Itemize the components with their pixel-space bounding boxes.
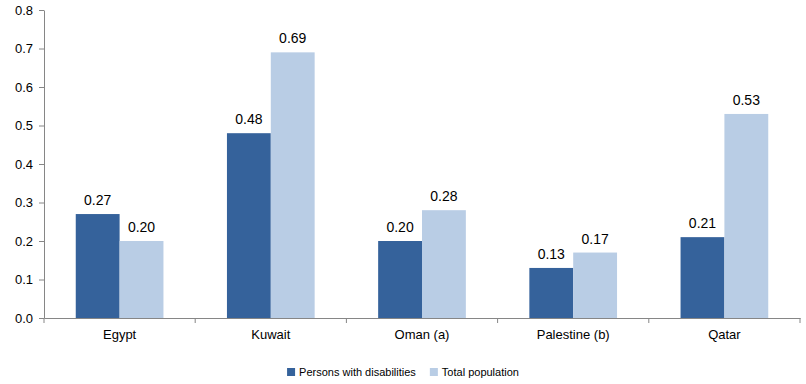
data-label: 0.48	[235, 111, 262, 127]
bar	[271, 52, 315, 318]
bars	[76, 52, 768, 318]
y-tick-label: 0.5	[15, 118, 33, 133]
y-tick-mark	[39, 87, 44, 88]
data-label: 0.20	[386, 219, 413, 235]
y-tick-label: 0.4	[15, 157, 33, 172]
y-tick-label: 0.8	[15, 3, 33, 18]
y-tick: 0.0	[15, 311, 44, 326]
legend-label: Persons with disabilities	[299, 366, 416, 378]
y-tick-mark	[39, 241, 44, 242]
chart: 0.0 0.1 0.2 0.3 0.4 0.5 0.6 0.7 0.8 Egypt Kuwait Om…	[0, 0, 806, 384]
data-label: 0.69	[279, 30, 306, 46]
data-labels: 0.27 0.48 0.20 0.13 0.21 0.20 0.69 0.28 0.17 0.53	[84, 30, 760, 262]
x-tick: Egypt	[103, 318, 137, 342]
y-tick-mark	[39, 203, 44, 204]
x-axis-line	[45, 318, 801, 319]
bar	[120, 241, 164, 318]
category-divider	[648, 318, 649, 323]
x-tick-label: Qatar	[708, 327, 741, 342]
y-tick: 0.2	[15, 234, 44, 249]
bar	[378, 241, 422, 318]
x-tick: Kuwait	[251, 318, 290, 342]
y-tick: 0.4	[15, 157, 44, 172]
bar	[227, 133, 271, 318]
bar	[573, 253, 617, 318]
x-axis: Egypt Kuwait Oman (a) Palestine (b) Qatar	[44, 318, 801, 342]
y-axis: 0.0 0.1 0.2 0.3 0.4 0.5 0.6 0.7 0.8	[15, 3, 45, 326]
data-label: 0.53	[733, 92, 760, 108]
category-divider	[800, 318, 801, 323]
bar	[529, 268, 573, 318]
y-tick-mark	[39, 280, 44, 281]
x-tick-label: Oman (a)	[395, 327, 450, 342]
x-tick: Qatar	[708, 318, 741, 342]
legend-swatch	[430, 368, 438, 376]
y-tick: 0.8	[15, 3, 44, 18]
data-label: 0.21	[689, 215, 716, 231]
legend: Persons with disabilities Total populatio…	[287, 366, 519, 378]
x-tick-label: Palestine (b)	[537, 327, 610, 342]
y-tick: 0.7	[15, 41, 44, 56]
x-tick-label: Egypt	[103, 327, 137, 342]
y-tick-label: 0.7	[15, 41, 33, 56]
data-label: 0.20	[128, 219, 155, 235]
bar	[724, 114, 768, 318]
y-tick-label: 0.0	[15, 311, 33, 326]
x-tick-label: Kuwait	[251, 327, 290, 342]
data-label: 0.17	[581, 231, 608, 247]
data-label: 0.27	[84, 192, 111, 208]
data-label: 0.13	[538, 246, 565, 262]
y-tick-label: 0.3	[15, 195, 33, 210]
legend-item: Persons with disabilities	[287, 366, 416, 378]
bar	[76, 214, 120, 318]
bar	[422, 210, 466, 318]
y-tick-mark	[39, 318, 44, 319]
bar	[681, 237, 725, 318]
y-tick-mark	[39, 164, 44, 165]
x-tick: Oman (a)	[395, 318, 450, 342]
y-tick: 0.5	[15, 118, 44, 133]
category-divider	[44, 318, 45, 323]
category-divider	[195, 318, 196, 323]
y-tick-mark	[39, 10, 44, 11]
y-axis-line	[44, 11, 45, 319]
plot-area: 0.0 0.1 0.2 0.3 0.4 0.5 0.6 0.7 0.8 Egypt Kuwait Om…	[15, 3, 801, 343]
y-tick-mark	[39, 126, 44, 127]
legend-swatch	[287, 368, 295, 376]
legend-item: Total population	[430, 366, 519, 378]
x-tick: Palestine (b)	[537, 318, 610, 342]
y-tick: 0.1	[15, 272, 44, 287]
y-tick: 0.3	[15, 195, 44, 210]
category-divider	[346, 318, 347, 323]
category-divider	[497, 318, 498, 323]
y-tick-label: 0.1	[15, 272, 33, 287]
data-label: 0.28	[430, 188, 457, 204]
y-tick-label: 0.2	[15, 234, 33, 249]
y-tick-label: 0.6	[15, 80, 33, 95]
legend-label: Total population	[442, 366, 519, 378]
y-tick: 0.6	[15, 80, 44, 95]
y-tick-mark	[39, 49, 44, 50]
